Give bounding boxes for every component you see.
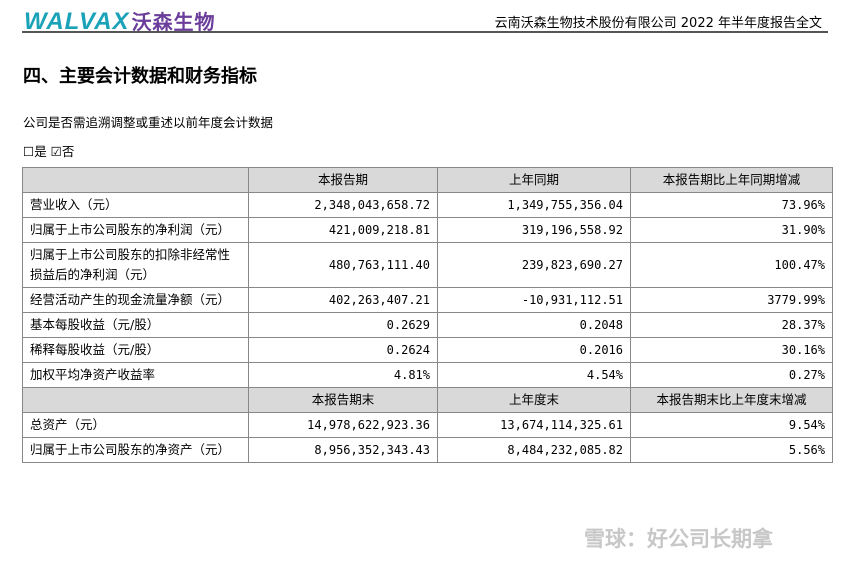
cell-value: 239,823,690.27 — [437, 242, 631, 288]
cell-value: 5.56% — [630, 437, 833, 463]
cell-value: 本报告期 — [248, 167, 438, 193]
cell-value: 0.27% — [630, 362, 833, 388]
cell-value: -10,931,112.51 — [437, 287, 631, 313]
table-row: 基本每股收益（元/股） 0.2629 0.2048 28.37% — [22, 312, 833, 338]
row-label: 归属于上市公司股东的净利润（元） — [22, 217, 249, 243]
row-label: 基本每股收益（元/股） — [22, 312, 249, 338]
cell-value: 上年同期 — [437, 167, 631, 193]
header-divider — [22, 31, 828, 33]
row-label: 归属于上市公司股东的扣除非经常性损益后的净利润（元） — [22, 242, 249, 288]
cell-value: 本报告期末 — [248, 387, 438, 413]
row-label: 营业收入（元） — [22, 192, 249, 218]
cell-value: 0.2048 — [437, 312, 631, 338]
cell-value: 2,348,043,658.72 — [248, 192, 438, 218]
row-label: 经营活动产生的现金流量净额（元） — [22, 287, 249, 313]
table-row: 稀释每股收益（元/股） 0.2624 0.2016 30.16% — [22, 337, 833, 363]
table-row: 归属于上市公司股东的净利润（元） 421,009,218.81 319,196,55… — [22, 217, 833, 243]
table-row: 经营活动产生的现金流量净额（元） 402,263,407.21 -10,931,11… — [22, 287, 833, 313]
cell-value: 4.54% — [437, 362, 631, 388]
cell-value: 100.47% — [630, 242, 833, 288]
cell-value: 1,349,755,356.04 — [437, 192, 631, 218]
cell-value: 8,956,352,343.43 — [248, 437, 438, 463]
cell-value: 13,674,114,325.61 — [437, 412, 631, 438]
restatement-question: 公司是否需追溯调整或重述以前年度会计数据 — [23, 115, 274, 130]
cell-value: 31.90% — [630, 217, 833, 243]
table-header-row: 本报告期 上年同期 本报告期比上年同期增减 — [22, 167, 833, 193]
logo-cn: 沃森生物 — [131, 12, 216, 34]
cell-value: 480,763,111.40 — [248, 242, 438, 288]
document-title: 云南沃森生物技术股份有限公司 2022 年半年度报告全文 — [494, 16, 822, 31]
cell-value: 14,978,622,923.36 — [248, 412, 438, 438]
row-label — [22, 387, 249, 413]
cell-value: 4.81% — [248, 362, 438, 388]
financial-indicators-table: 本报告期 上年同期 本报告期比上年同期增减 营业收入（元） 2,348,043,658.… — [22, 167, 833, 463]
row-label — [22, 167, 249, 193]
row-label: 加权平均净资产收益率 — [22, 362, 249, 388]
table-row: 营业收入（元） 2,348,043,658.72 1,349,755,356.04 7… — [22, 192, 833, 218]
table-row: 归属于上市公司股东的净资产（元） 8,956,352,343.43 8,484,23… — [22, 437, 833, 463]
cell-value: 30.16% — [630, 337, 833, 363]
cell-value: 402,263,407.21 — [248, 287, 438, 313]
cell-value: 0.2629 — [248, 312, 438, 338]
cell-value: 28.37% — [630, 312, 833, 338]
cell-value: 9.54% — [630, 412, 833, 438]
row-label: 稀释每股收益（元/股） — [22, 337, 249, 363]
table-row: 加权平均净资产收益率 4.81% 4.54% 0.27% — [22, 362, 833, 388]
section-title: 四、主要会计数据和财务指标 — [23, 66, 257, 87]
row-label: 归属于上市公司股东的净资产（元） — [22, 437, 249, 463]
row-label: 总资产（元） — [22, 412, 249, 438]
table-header-row: 本报告期末 上年度末 本报告期末比上年度末增减 — [22, 387, 833, 413]
watermark: 雪球：好公司长期拿 — [584, 527, 773, 551]
cell-value: 3779.99% — [630, 287, 833, 313]
cell-value: 本报告期末比上年度末增减 — [630, 387, 833, 413]
cell-value: 本报告期比上年同期增减 — [630, 167, 833, 193]
restatement-options: ☐是 ☑否 — [23, 144, 75, 159]
cell-value: 8,484,232,085.82 — [437, 437, 631, 463]
cell-value: 上年度末 — [437, 387, 631, 413]
table-row: 归属于上市公司股东的扣除非经常性损益后的净利润（元） 480,763,111.40… — [22, 242, 833, 288]
cell-value: 319,196,558.92 — [437, 217, 631, 243]
cell-value: 0.2624 — [248, 337, 438, 363]
table-row: 总资产（元） 14,978,622,923.36 13,674,114,325.61… — [22, 412, 833, 438]
cell-value: 421,009,218.81 — [248, 217, 438, 243]
cell-value: 73.96% — [630, 192, 833, 218]
logo-text: WALVAX — [24, 8, 130, 35]
cell-value: 0.2016 — [437, 337, 631, 363]
company-logo: WALVAX 沃森生物 — [24, 6, 216, 36]
